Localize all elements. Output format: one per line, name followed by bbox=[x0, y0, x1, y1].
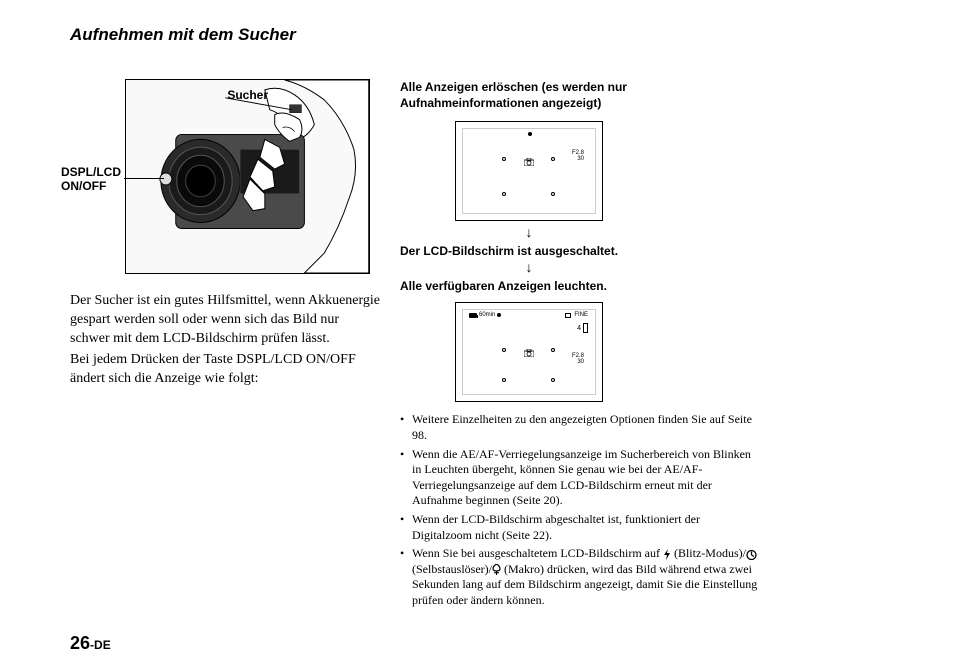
camera-mode-icon bbox=[524, 158, 534, 169]
lcd-screen-full: 60min FINE 4 F2.8 30 bbox=[455, 302, 603, 402]
dspl-pointer-line bbox=[124, 178, 164, 179]
status-top-left: 60min bbox=[469, 312, 501, 318]
arrow-down-1: ↓ bbox=[455, 227, 603, 241]
note-item-4: Wenn Sie bei ausgeschaltetem LCD-Bildsch… bbox=[400, 546, 760, 608]
macro-icon bbox=[492, 564, 501, 575]
body-text: Der Sucher ist ein gutes Hilfsmittel, we… bbox=[70, 292, 380, 388]
content-columns: Sucher DSPL/LCD ON/OFF bbox=[70, 80, 884, 612]
memory-icon bbox=[565, 313, 571, 318]
aperture-value-2: F2.8 30 bbox=[572, 353, 584, 365]
left-column: Sucher DSPL/LCD ON/OFF bbox=[70, 80, 370, 612]
paragraph-2: Bei jedem Drücken der Taste DSPL/LCD ON/… bbox=[70, 351, 380, 389]
note-item-1: Weitere Einzelheiten zu den angezeigten … bbox=[400, 412, 760, 443]
label-sucher: Sucher bbox=[168, 88, 268, 102]
camera-drawing bbox=[126, 80, 369, 273]
paragraph-1: Der Sucher ist ein gutes Hilfsmittel, we… bbox=[70, 292, 380, 349]
rec-dot bbox=[497, 313, 501, 317]
battery-icon bbox=[469, 313, 477, 318]
lcd-off-label: Der LCD-Bildschirm ist ausgeschaltet. bbox=[400, 244, 760, 260]
camera-mode-icon-2 bbox=[524, 349, 534, 360]
all-indicators-label: Alle verfügbaren Anzeigen leuchten. bbox=[400, 279, 760, 295]
shots-remaining: 4 bbox=[577, 323, 588, 333]
label-dspl-lcd: DSPL/LCD ON/OFF bbox=[61, 165, 136, 194]
flash-icon bbox=[663, 549, 671, 560]
memorystick-icon bbox=[583, 323, 588, 333]
heading-indicators-off: Alle Anzeigen erlöschen (es werden nur A… bbox=[400, 80, 760, 111]
status-top-right: FINE bbox=[565, 312, 588, 318]
page-number: 26-DE bbox=[70, 633, 111, 654]
arrow-down-2: ↓ bbox=[455, 262, 603, 276]
note-item-3: Wenn der LCD-Bildschirm abgeschaltet ist… bbox=[400, 512, 760, 543]
timer-icon bbox=[746, 549, 757, 560]
aperture-value: F2.8 30 bbox=[572, 150, 584, 162]
screen-inner-frame bbox=[462, 128, 596, 214]
camera-illustration: DSPL/LCD ON/OFF bbox=[125, 79, 370, 274]
note-item-2: Wenn die AE/AF-Verriegelungsanzeige im S… bbox=[400, 447, 760, 509]
lcd-screen-minimal: F2.8 30 bbox=[455, 121, 603, 221]
notes-list: Weitere Einzelheiten zu den angezeigten … bbox=[400, 412, 760, 608]
page-title: Aufnehmen mit dem Sucher bbox=[70, 25, 884, 45]
right-column: Alle Anzeigen erlöschen (es werden nur A… bbox=[400, 80, 760, 612]
